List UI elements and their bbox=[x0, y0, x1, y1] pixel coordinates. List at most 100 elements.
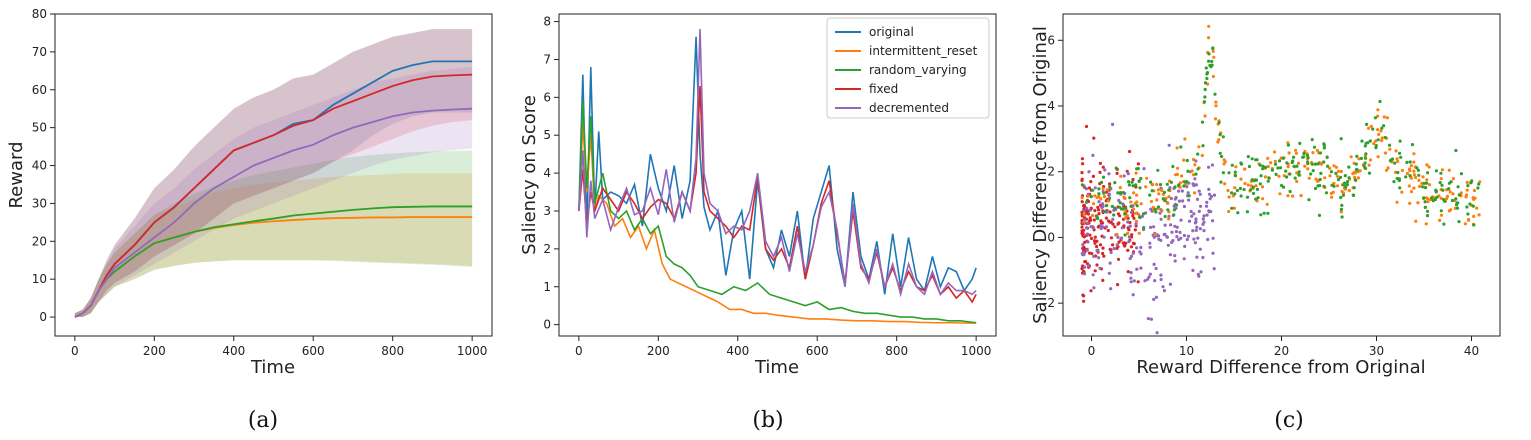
point-random_varying bbox=[1194, 172, 1198, 176]
point-decremented bbox=[1109, 287, 1113, 291]
point-intermittent_reset bbox=[1366, 126, 1371, 130]
point-random_varying bbox=[1127, 180, 1131, 184]
point-random_varying bbox=[1205, 72, 1209, 76]
point-decremented bbox=[1182, 204, 1186, 209]
point-decremented bbox=[1186, 234, 1190, 238]
point-decremented bbox=[1190, 214, 1194, 218]
point-fixed bbox=[1102, 254, 1106, 258]
point-intermittent_reset bbox=[1299, 194, 1303, 198]
point-random_varying bbox=[1089, 195, 1093, 199]
point-decremented bbox=[1116, 235, 1120, 239]
point-fixed bbox=[1115, 171, 1119, 175]
point-random_varying bbox=[1254, 158, 1258, 162]
point-intermittent_reset bbox=[1126, 231, 1130, 235]
point-random_varying bbox=[1316, 162, 1320, 166]
point-intermittent_reset bbox=[1465, 188, 1469, 192]
point-intermittent_reset bbox=[1425, 178, 1429, 182]
legend-entry-intermittent_reset: intermittent_reset bbox=[869, 44, 978, 58]
point-random_varying bbox=[1142, 226, 1146, 230]
point-decremented bbox=[1194, 183, 1198, 187]
point-decremented bbox=[1143, 279, 1147, 283]
point-random_varying bbox=[1362, 164, 1366, 168]
point-fixed bbox=[1136, 280, 1140, 284]
point-random_varying bbox=[1277, 159, 1282, 163]
point-random_varying bbox=[1217, 120, 1221, 125]
point-intermittent_reset bbox=[1379, 129, 1383, 133]
point-decremented bbox=[1185, 237, 1189, 242]
x-tick-label: 800 bbox=[885, 344, 908, 358]
point-decremented bbox=[1104, 225, 1109, 229]
point-random_varying bbox=[1230, 163, 1234, 167]
point-random_varying bbox=[1290, 160, 1294, 165]
point-decremented bbox=[1210, 163, 1214, 167]
point-decremented bbox=[1197, 274, 1201, 278]
point-random_varying bbox=[1266, 179, 1270, 183]
point-decremented bbox=[1197, 209, 1201, 213]
point-random_varying bbox=[1435, 195, 1439, 199]
point-decremented bbox=[1082, 209, 1086, 213]
point-decremented bbox=[1189, 209, 1193, 214]
point-intermittent_reset bbox=[1233, 186, 1237, 190]
point-decremented bbox=[1097, 256, 1101, 260]
point-random_varying bbox=[1156, 205, 1161, 209]
point-intermittent_reset bbox=[1234, 165, 1238, 169]
point-intermittent_reset bbox=[1214, 100, 1218, 104]
point-decremented bbox=[1173, 254, 1177, 258]
point-random_varying bbox=[1399, 155, 1403, 159]
band-decremented bbox=[74, 67, 473, 318]
point-decremented bbox=[1211, 251, 1215, 255]
point-random_varying bbox=[1423, 205, 1427, 209]
point-random_varying bbox=[1322, 146, 1326, 150]
point-random_varying bbox=[1339, 195, 1343, 200]
point-intermittent_reset bbox=[1082, 212, 1086, 216]
point-decremented bbox=[1115, 243, 1119, 247]
point-fixed bbox=[1098, 243, 1103, 247]
point-random_varying bbox=[1090, 188, 1095, 192]
point-fixed bbox=[1132, 242, 1136, 246]
point-intermittent_reset bbox=[1356, 176, 1360, 180]
point-decremented bbox=[1093, 186, 1097, 190]
point-random_varying bbox=[1230, 206, 1234, 210]
point-intermittent_reset bbox=[1426, 197, 1430, 201]
point-decremented bbox=[1109, 250, 1113, 255]
point-decremented bbox=[1195, 255, 1199, 259]
point-fixed bbox=[1087, 186, 1092, 190]
point-random_varying bbox=[1187, 194, 1191, 198]
point-intermittent_reset bbox=[1180, 174, 1184, 178]
point-fixed bbox=[1108, 210, 1112, 214]
panel-b-plot-frame bbox=[558, 13, 997, 337]
point-fixed bbox=[1086, 212, 1091, 216]
y-tick-label: 2 bbox=[543, 242, 551, 256]
panel-c-ylabel: Saliency Difference from Original bbox=[1030, 26, 1051, 324]
point-intermittent_reset bbox=[1380, 136, 1384, 140]
y-tick-label: 6 bbox=[1047, 33, 1055, 47]
point-decremented bbox=[1111, 217, 1115, 221]
point-decremented bbox=[1139, 245, 1143, 250]
point-random_varying bbox=[1450, 198, 1454, 203]
point-intermittent_reset bbox=[1137, 212, 1141, 217]
point-fixed bbox=[1106, 219, 1111, 223]
point-random_varying bbox=[1099, 180, 1104, 184]
point-random_varying bbox=[1292, 155, 1296, 159]
point-random_varying bbox=[1221, 171, 1225, 175]
point-decremented bbox=[1168, 282, 1172, 286]
point-random_varying bbox=[1121, 191, 1125, 195]
point-random_varying bbox=[1112, 213, 1116, 217]
point-random_varying bbox=[1398, 139, 1402, 143]
point-decremented bbox=[1187, 198, 1191, 202]
x-tick-label: 40 bbox=[1464, 344, 1479, 358]
point-intermittent_reset bbox=[1200, 153, 1204, 158]
point-random_varying bbox=[1139, 176, 1143, 181]
point-decremented bbox=[1212, 193, 1217, 197]
point-random_varying bbox=[1230, 191, 1234, 195]
point-fixed bbox=[1106, 228, 1110, 233]
point-decremented bbox=[1211, 219, 1215, 223]
point-fixed bbox=[1080, 157, 1084, 161]
point-decremented bbox=[1107, 172, 1111, 176]
point-intermittent_reset bbox=[1388, 147, 1392, 151]
x-tick-label: 10 bbox=[1179, 344, 1194, 358]
point-intermittent_reset bbox=[1105, 188, 1109, 192]
point-intermittent_reset bbox=[1132, 191, 1136, 195]
point-decremented bbox=[1199, 204, 1203, 208]
point-decremented bbox=[1174, 230, 1178, 234]
